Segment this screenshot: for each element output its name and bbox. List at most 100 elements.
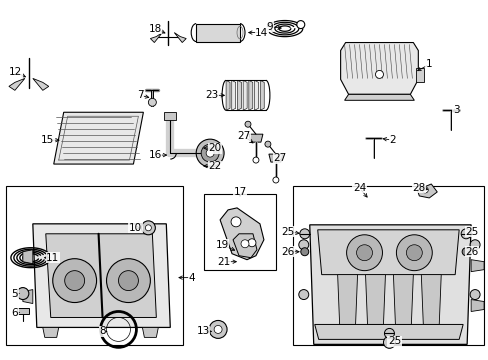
Circle shape (196, 139, 224, 167)
Text: 20: 20 (208, 143, 221, 153)
Polygon shape (337, 275, 357, 324)
Polygon shape (268, 154, 282, 162)
Polygon shape (196, 24, 240, 41)
Circle shape (214, 325, 222, 333)
Text: 25: 25 (387, 336, 400, 346)
Polygon shape (416, 184, 436, 198)
Text: 15: 15 (41, 135, 54, 145)
Text: 17: 17 (233, 187, 246, 197)
Polygon shape (344, 94, 413, 100)
Text: 8: 8 (99, 327, 105, 336)
Polygon shape (248, 134, 263, 142)
Circle shape (299, 229, 309, 239)
Circle shape (148, 98, 156, 106)
Circle shape (145, 225, 151, 231)
Polygon shape (314, 324, 462, 339)
Circle shape (64, 271, 84, 291)
Text: 7: 7 (137, 90, 143, 100)
Polygon shape (142, 328, 158, 337)
Circle shape (469, 289, 479, 300)
Bar (415, 68, 424, 82)
Polygon shape (393, 275, 412, 324)
Circle shape (244, 121, 250, 127)
Text: 13: 13 (196, 327, 209, 336)
Polygon shape (174, 32, 186, 42)
Bar (292, 186, 483, 345)
Circle shape (118, 271, 138, 291)
Text: 25: 25 (281, 227, 294, 237)
Polygon shape (237, 80, 241, 110)
Text: 6: 6 (12, 309, 18, 319)
Circle shape (53, 259, 96, 302)
Text: 27: 27 (237, 131, 250, 141)
Text: 19: 19 (215, 240, 228, 250)
Circle shape (469, 240, 479, 250)
Circle shape (17, 288, 29, 300)
Polygon shape (54, 112, 143, 164)
Circle shape (264, 141, 270, 147)
Circle shape (206, 149, 214, 157)
Circle shape (201, 144, 219, 162)
Text: 18: 18 (148, 24, 162, 33)
Text: 26: 26 (281, 247, 294, 257)
Circle shape (272, 177, 278, 183)
Polygon shape (23, 250, 33, 264)
Circle shape (230, 217, 241, 227)
Text: 26: 26 (465, 247, 478, 257)
Circle shape (300, 248, 308, 256)
Polygon shape (317, 230, 458, 275)
Text: 4: 4 (188, 273, 195, 283)
Text: 24: 24 (352, 183, 366, 193)
Text: 25: 25 (465, 227, 478, 237)
Circle shape (346, 235, 382, 271)
Text: 5: 5 (12, 289, 18, 298)
Polygon shape (421, 275, 440, 324)
Polygon shape (233, 234, 256, 258)
Circle shape (209, 320, 226, 338)
Text: 28: 28 (412, 183, 425, 193)
Polygon shape (260, 80, 264, 110)
Polygon shape (33, 224, 170, 328)
Polygon shape (231, 80, 235, 110)
Text: 14: 14 (255, 28, 268, 37)
Text: 27: 27 (273, 153, 286, 163)
Circle shape (422, 187, 427, 193)
Polygon shape (365, 275, 385, 324)
Circle shape (241, 240, 248, 248)
Circle shape (298, 289, 308, 300)
Circle shape (247, 239, 255, 247)
Circle shape (406, 245, 422, 261)
Polygon shape (17, 307, 29, 315)
Polygon shape (33, 78, 49, 90)
Circle shape (252, 157, 259, 163)
Polygon shape (470, 260, 483, 272)
Text: 10: 10 (129, 223, 142, 233)
Polygon shape (340, 42, 417, 94)
Text: 21: 21 (217, 257, 230, 267)
Polygon shape (164, 112, 176, 120)
Polygon shape (23, 289, 33, 303)
Circle shape (396, 235, 431, 271)
Polygon shape (243, 80, 246, 110)
Polygon shape (309, 225, 470, 345)
Text: 11: 11 (46, 253, 59, 263)
Text: 3: 3 (452, 105, 459, 115)
Text: 1: 1 (425, 59, 432, 69)
Text: 16: 16 (148, 150, 162, 160)
Polygon shape (46, 234, 156, 318)
Circle shape (384, 328, 394, 338)
Polygon shape (150, 32, 162, 42)
Polygon shape (9, 78, 25, 90)
Polygon shape (225, 80, 229, 110)
Text: 12: 12 (9, 67, 22, 77)
Bar (6, 186, 183, 345)
Circle shape (460, 229, 470, 239)
Circle shape (375, 71, 383, 78)
Polygon shape (248, 80, 252, 110)
Polygon shape (470, 300, 483, 311)
Polygon shape (254, 80, 258, 110)
Bar (203, 194, 275, 270)
Text: 9: 9 (266, 22, 273, 32)
Circle shape (383, 336, 395, 348)
Circle shape (356, 245, 372, 261)
